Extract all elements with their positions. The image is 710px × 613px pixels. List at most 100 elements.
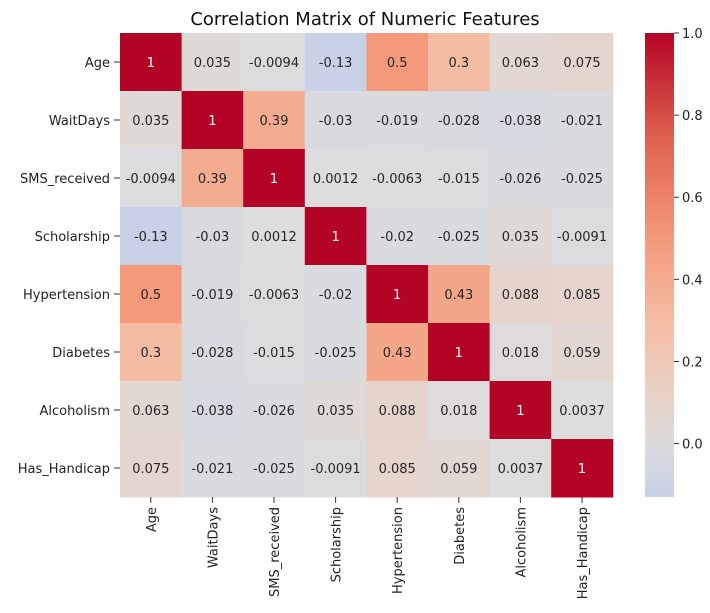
column-tick-label: Alcoholism <box>514 507 529 577</box>
heatmap-cell <box>489 149 552 208</box>
cell-annotation: 0.085 <box>379 462 416 477</box>
colorbar-tick-label: 0.4 <box>682 273 703 288</box>
heatmap-cell <box>428 91 491 150</box>
cell-annotation: -0.03 <box>196 230 230 245</box>
cell-annotation: 0.0012 <box>313 172 359 187</box>
heatmap-cell <box>243 265 306 324</box>
cell-annotation: 1 <box>208 114 216 129</box>
cell-annotation: -0.019 <box>376 114 418 129</box>
cell-annotation: -0.015 <box>438 172 480 187</box>
cell-annotation: -0.025 <box>561 172 603 187</box>
heatmap-cell <box>551 149 614 208</box>
column-tick-label: SMS_received <box>268 507 283 597</box>
cell-annotation: -0.021 <box>561 114 603 129</box>
column-tick-label: WaitDays <box>206 507 221 568</box>
colorbar-tick-label: 0.6 <box>682 191 703 206</box>
cell-annotation: -0.0091 <box>311 462 361 477</box>
heatmap-cell <box>181 381 244 440</box>
heatmap-cell <box>428 149 491 208</box>
heatmap-cell <box>120 439 183 498</box>
cell-annotation: 0.39 <box>198 172 227 187</box>
heatmap-cell <box>366 323 429 382</box>
cell-annotation: -0.02 <box>319 288 353 303</box>
heatmap-cell <box>428 265 491 324</box>
cell-annotation: -0.0094 <box>126 172 176 187</box>
row-tick-label: Age <box>85 56 110 71</box>
cell-annotation: 0.5 <box>140 288 161 303</box>
heatmap-cell <box>551 91 614 150</box>
heatmap-cell <box>243 439 306 498</box>
column-tick-labels: Age WaitDays SMS_received Scholarship Hypert… <box>145 497 591 599</box>
heatmap-cell <box>489 207 552 266</box>
heatmap-cell <box>304 439 367 498</box>
cell-annotation: -0.02 <box>380 230 414 245</box>
heatmap-cell <box>366 265 429 324</box>
colorbar-tick-label: 0.2 <box>682 355 703 370</box>
cell-annotation: 0.018 <box>440 404 477 419</box>
heatmap-cell <box>304 91 367 150</box>
cell-annotation: 0.088 <box>379 404 416 419</box>
cell-annotation: 0.075 <box>563 56 600 71</box>
colorbar-tick-label: 1.0 <box>682 27 703 42</box>
cell-annotation: 0.063 <box>502 56 539 71</box>
cell-annotation: -0.015 <box>253 346 295 361</box>
heatmap-cell <box>551 265 614 324</box>
cell-annotation: 0.39 <box>260 114 289 129</box>
cell-annotation: -0.0063 <box>372 172 422 187</box>
row-tick-label: Diabetes <box>52 346 110 361</box>
cell-annotation: 0.035 <box>317 404 354 419</box>
cell-annotation: 0.43 <box>383 346 412 361</box>
heatmap-cell <box>304 207 367 266</box>
heatmap-cell <box>489 91 552 150</box>
cell-annotation: 0.0037 <box>559 404 605 419</box>
heatmap-cell <box>366 91 429 150</box>
heatmap-cell <box>366 207 429 266</box>
heatmap-cell <box>551 33 614 92</box>
cell-annotation: 0.035 <box>502 230 539 245</box>
cell-annotation: -0.0091 <box>557 230 607 245</box>
colorbar: 0.0 0.2 0.4 0.6 0.8 1.0 <box>645 27 703 497</box>
heatmap-cell <box>120 33 183 92</box>
cell-annotation: -0.026 <box>499 172 541 187</box>
heatmap-cell <box>551 381 614 440</box>
cell-annotation: 0.0037 <box>498 462 544 477</box>
cell-annotation: 1 <box>147 56 155 71</box>
heatmap-cell <box>243 91 306 150</box>
cell-annotation: -0.0063 <box>249 288 299 303</box>
cell-annotation: -0.0094 <box>249 56 299 71</box>
colorbar-gradient <box>645 33 674 497</box>
heatmap-cell <box>181 91 244 150</box>
heatmap-cell <box>489 265 552 324</box>
heatmap-cell <box>551 323 614 382</box>
cell-annotation: 0.5 <box>387 56 408 71</box>
heatmap-cell <box>489 33 552 92</box>
heatmap-cell <box>243 323 306 382</box>
cell-annotation: -0.025 <box>438 230 480 245</box>
cell-annotation: -0.021 <box>191 462 233 477</box>
cell-annotation: 1 <box>393 288 401 303</box>
heatmap-cell <box>551 207 614 266</box>
heatmap-cell <box>120 91 183 150</box>
heatmap-cell <box>243 33 306 92</box>
colorbar-tick-label: 0.8 <box>682 109 703 124</box>
row-tick-label: SMS_received <box>20 172 110 187</box>
cell-annotation: 1 <box>270 172 278 187</box>
heatmap-cell <box>181 265 244 324</box>
heatmap-cell <box>181 323 244 382</box>
heatmap-cell <box>243 207 306 266</box>
heatmap-cell <box>181 207 244 266</box>
cell-annotation: 0.088 <box>502 288 539 303</box>
cell-annotation: 0.059 <box>440 462 477 477</box>
row-tick-label: Hypertension <box>23 288 110 303</box>
heatmap-cell <box>489 381 552 440</box>
colorbar-tick-label: 0.0 <box>682 438 703 453</box>
heatmap-cell <box>304 149 367 208</box>
heatmap-cell <box>489 323 552 382</box>
cell-annotation: 0.3 <box>448 56 469 71</box>
cell-annotation: -0.019 <box>191 288 233 303</box>
heatmap-cell <box>551 439 614 498</box>
row-tick-label: Has_Handicap <box>18 462 110 477</box>
heatmap-cell <box>428 33 491 92</box>
cell-annotation: -0.028 <box>191 346 233 361</box>
cell-annotation: -0.038 <box>191 404 233 419</box>
